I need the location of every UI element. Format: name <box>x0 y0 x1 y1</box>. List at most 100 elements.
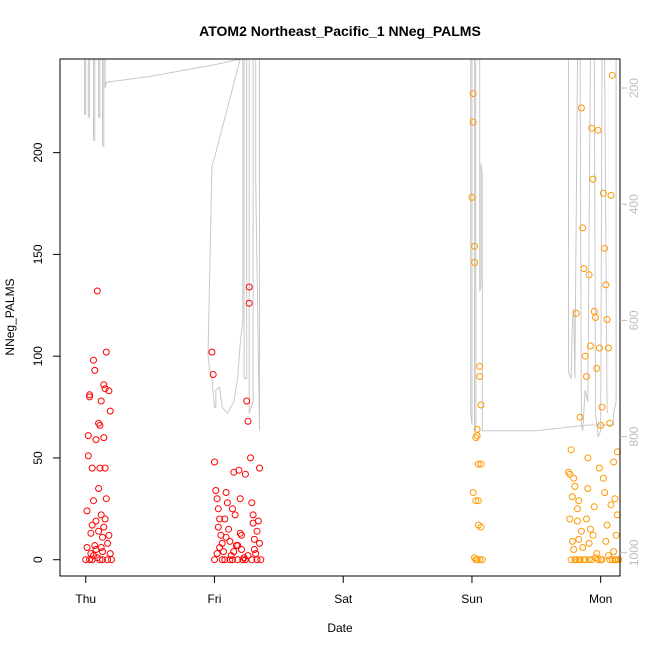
data-point <box>83 507 91 515</box>
data-point <box>589 531 597 539</box>
y2-tick-label: 800 <box>627 426 641 446</box>
data-point <box>612 531 620 539</box>
data-point <box>91 366 99 374</box>
data-point <box>471 242 478 250</box>
data-point <box>597 556 605 564</box>
data-point <box>469 90 477 98</box>
data-point <box>108 556 115 564</box>
data-point <box>471 259 478 266</box>
data-point <box>229 505 236 513</box>
data-point <box>577 527 585 535</box>
data-point <box>229 556 236 564</box>
data-point <box>586 525 594 533</box>
data-point <box>472 497 480 505</box>
data-point <box>105 387 113 395</box>
data-point <box>100 523 108 531</box>
data-point <box>568 537 576 545</box>
data-point <box>84 432 92 440</box>
data-point <box>590 503 598 511</box>
data-point <box>477 523 485 531</box>
data-point <box>256 464 263 472</box>
data-point <box>476 556 484 564</box>
data-point <box>223 499 231 507</box>
data-point <box>472 434 480 442</box>
data-point <box>612 556 620 564</box>
data-point <box>236 529 244 537</box>
y-axis: 0 50 100 150 200 <box>31 142 60 563</box>
data-point <box>583 373 590 380</box>
data-point <box>566 515 574 523</box>
data-point <box>99 533 106 541</box>
data-point <box>469 118 477 126</box>
y-tick-label: 50 <box>31 451 45 465</box>
data-point <box>90 356 97 364</box>
data-point <box>579 544 587 551</box>
data-point <box>90 497 97 505</box>
data-point <box>473 425 481 433</box>
data-point <box>230 548 238 556</box>
data-points <box>82 71 623 564</box>
data-point <box>610 458 618 466</box>
data-point <box>567 556 575 564</box>
data-point <box>234 556 242 564</box>
data-point <box>216 515 224 523</box>
data-point <box>221 515 229 523</box>
data-point <box>243 397 251 405</box>
data-point <box>254 517 262 525</box>
data-point <box>599 474 607 482</box>
data-point <box>256 539 263 547</box>
data-point <box>247 454 254 462</box>
data-point <box>575 556 583 564</box>
data-point <box>245 299 253 307</box>
data-point <box>225 525 233 533</box>
data-point <box>477 460 485 468</box>
x-tick-label: Sat <box>334 592 353 606</box>
data-point <box>473 432 481 440</box>
data-point <box>101 515 109 523</box>
data-point <box>235 466 243 474</box>
data-point <box>257 556 265 564</box>
data-point <box>240 554 248 562</box>
data-point <box>234 542 242 549</box>
data-point <box>211 556 218 564</box>
data-point <box>572 309 580 317</box>
data-point <box>244 417 252 425</box>
data-point <box>97 544 105 551</box>
data-point <box>574 517 581 525</box>
data-point <box>579 224 587 232</box>
data-point <box>585 271 593 279</box>
data-point <box>603 521 611 529</box>
data-point <box>477 401 485 409</box>
data-point <box>97 511 105 519</box>
data-point <box>476 362 484 370</box>
data-point <box>92 517 100 525</box>
data-point <box>476 373 484 380</box>
data-point <box>589 175 597 183</box>
data-point <box>575 535 583 543</box>
data-point <box>90 552 97 560</box>
data-point <box>586 342 594 350</box>
data-point <box>567 446 575 454</box>
data-point <box>216 544 224 551</box>
data-point <box>577 104 585 112</box>
data-point <box>602 281 610 289</box>
data-point <box>568 493 576 501</box>
data-point <box>214 505 222 513</box>
data-point <box>594 126 602 134</box>
data-point <box>211 458 218 466</box>
data-point <box>99 556 106 564</box>
data-point <box>95 485 103 492</box>
data-point <box>241 470 249 478</box>
data-point <box>595 464 603 472</box>
data-point <box>248 556 256 564</box>
x-axis-label: Date <box>327 621 353 635</box>
data-point <box>250 535 258 543</box>
x-axis: Thu Fri Sat Sun Mon <box>75 576 612 606</box>
data-point <box>213 495 221 503</box>
data-point <box>253 527 261 535</box>
data-point <box>253 556 261 564</box>
data-point <box>610 548 618 556</box>
data-point <box>86 391 94 399</box>
